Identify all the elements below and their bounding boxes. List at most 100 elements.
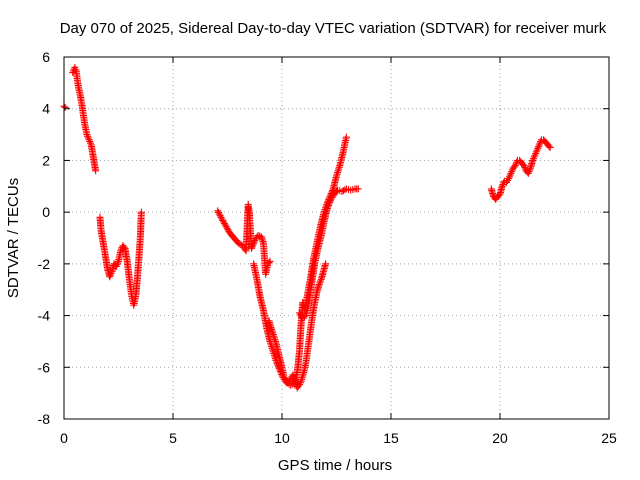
chart-title: Day 070 of 2025, Sidereal Day-to-day VTE… [60,20,607,37]
data-point-marker [113,261,121,269]
data-point-marker [85,136,93,144]
data-point-marker [499,181,507,189]
y-tick-label: 0 [42,204,50,220]
data-point-marker [215,210,223,218]
x-tick-label: 10 [274,430,290,446]
data-point-marker [546,144,554,151]
data-point-marker [526,166,534,174]
data-point-marker [265,259,273,267]
axis-ticks [63,56,610,420]
data-point-marker [315,281,323,289]
data-point-marker [120,243,128,251]
y-tick-label: -4 [38,308,51,324]
data-point-marker [521,163,529,171]
data-point-marker [530,153,538,161]
y-tick-labels: -8 -6 -4 -2 0 2 4 6 [38,49,51,427]
data-point-marker [83,131,91,139]
data-point-marker [117,247,125,255]
data-point-marker [325,200,333,208]
data-point-marker [531,151,539,159]
data-point-marker [254,231,262,239]
data-point-marker [107,269,115,277]
data-point-marker [87,139,95,147]
data-point-marker [249,240,257,248]
data-point-marker [250,238,258,246]
data-point-marker [354,185,362,193]
data-point-marker [84,132,92,140]
data-point-marker [525,168,533,176]
data-point-marker [214,207,222,215]
data-point-marker [248,243,256,251]
data-point-marker [326,198,334,206]
data-point-marker [498,182,506,190]
data-point-marker [529,156,537,164]
x-tick-label: 0 [60,430,68,446]
x-tick-label: 5 [169,430,177,446]
data-point-marker [249,241,257,249]
data-point-marker [324,201,332,209]
data-point-marker [535,141,543,149]
y-tick-label: 6 [42,49,50,65]
data-point-marker [61,103,69,111]
data-point-marker [219,216,227,224]
data-point-marker [221,221,229,229]
data-point-marker [322,260,330,268]
data-point-marker [217,213,225,221]
data-point-marker [223,224,231,232]
x-tick-labels: 0 5 10 15 20 25 [60,430,617,446]
data-point-marker [532,148,540,156]
data-point-marker [86,137,94,145]
data-point-marker [524,169,532,177]
data-point-marker [222,223,230,231]
data-point-marker [236,240,244,248]
x-tick-label: 15 [383,430,399,446]
data-point-marker [218,215,226,223]
data-point-marker [508,168,516,176]
data-point-marker [520,162,528,170]
data-point-marker [545,142,553,150]
data-point-marker [295,381,303,389]
y-tick-label: -6 [38,359,51,375]
data-point-marker [506,171,514,179]
y-tick-label: 4 [42,101,50,117]
data-point-marker [92,167,100,175]
y-tick-label: -2 [38,256,51,272]
data-point-marker [84,134,92,142]
data-point-marker [220,218,228,226]
data-point-marker [324,203,332,211]
data-point-marker [339,187,347,195]
data-point-marker [106,273,114,281]
data-point-marker [215,208,223,216]
data-point-marker [535,143,543,151]
y-axis-label: SDTVAR / TECUs [5,178,22,298]
data-point-marker [505,175,513,183]
data-point-marker [112,262,120,270]
data-point-marker [224,226,232,234]
data-point-marker [266,257,274,265]
data-point-marker [532,150,540,158]
y-tick-label: -8 [38,411,51,427]
data-points [60,63,554,392]
data-point-marker [534,144,542,152]
data-point-marker [247,244,255,252]
x-tick-label: 20 [492,430,508,446]
data-point-marker [137,208,145,216]
data-point-marker [507,169,515,177]
data-point-marker [234,239,242,247]
grid [64,57,609,419]
data-point-marker [338,187,346,195]
x-tick-label: 25 [601,430,617,446]
data-point-marker [529,155,537,163]
data-point-marker [533,146,541,154]
data-point-marker [220,220,228,228]
y-tick-label: 2 [42,152,50,168]
data-point-marker [316,279,324,287]
data-point-marker [511,162,519,170]
data-point-marker [107,271,115,279]
data-point-marker [342,133,350,141]
data-point-marker [326,197,334,205]
x-axis-label: GPS time / hours [278,457,392,474]
data-point-marker [505,173,513,181]
data-point-marker [317,277,325,285]
